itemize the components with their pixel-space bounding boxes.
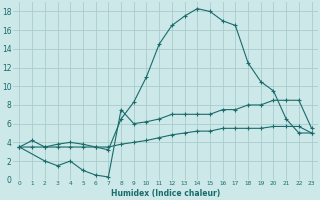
X-axis label: Humidex (Indice chaleur): Humidex (Indice chaleur) (111, 189, 220, 198)
